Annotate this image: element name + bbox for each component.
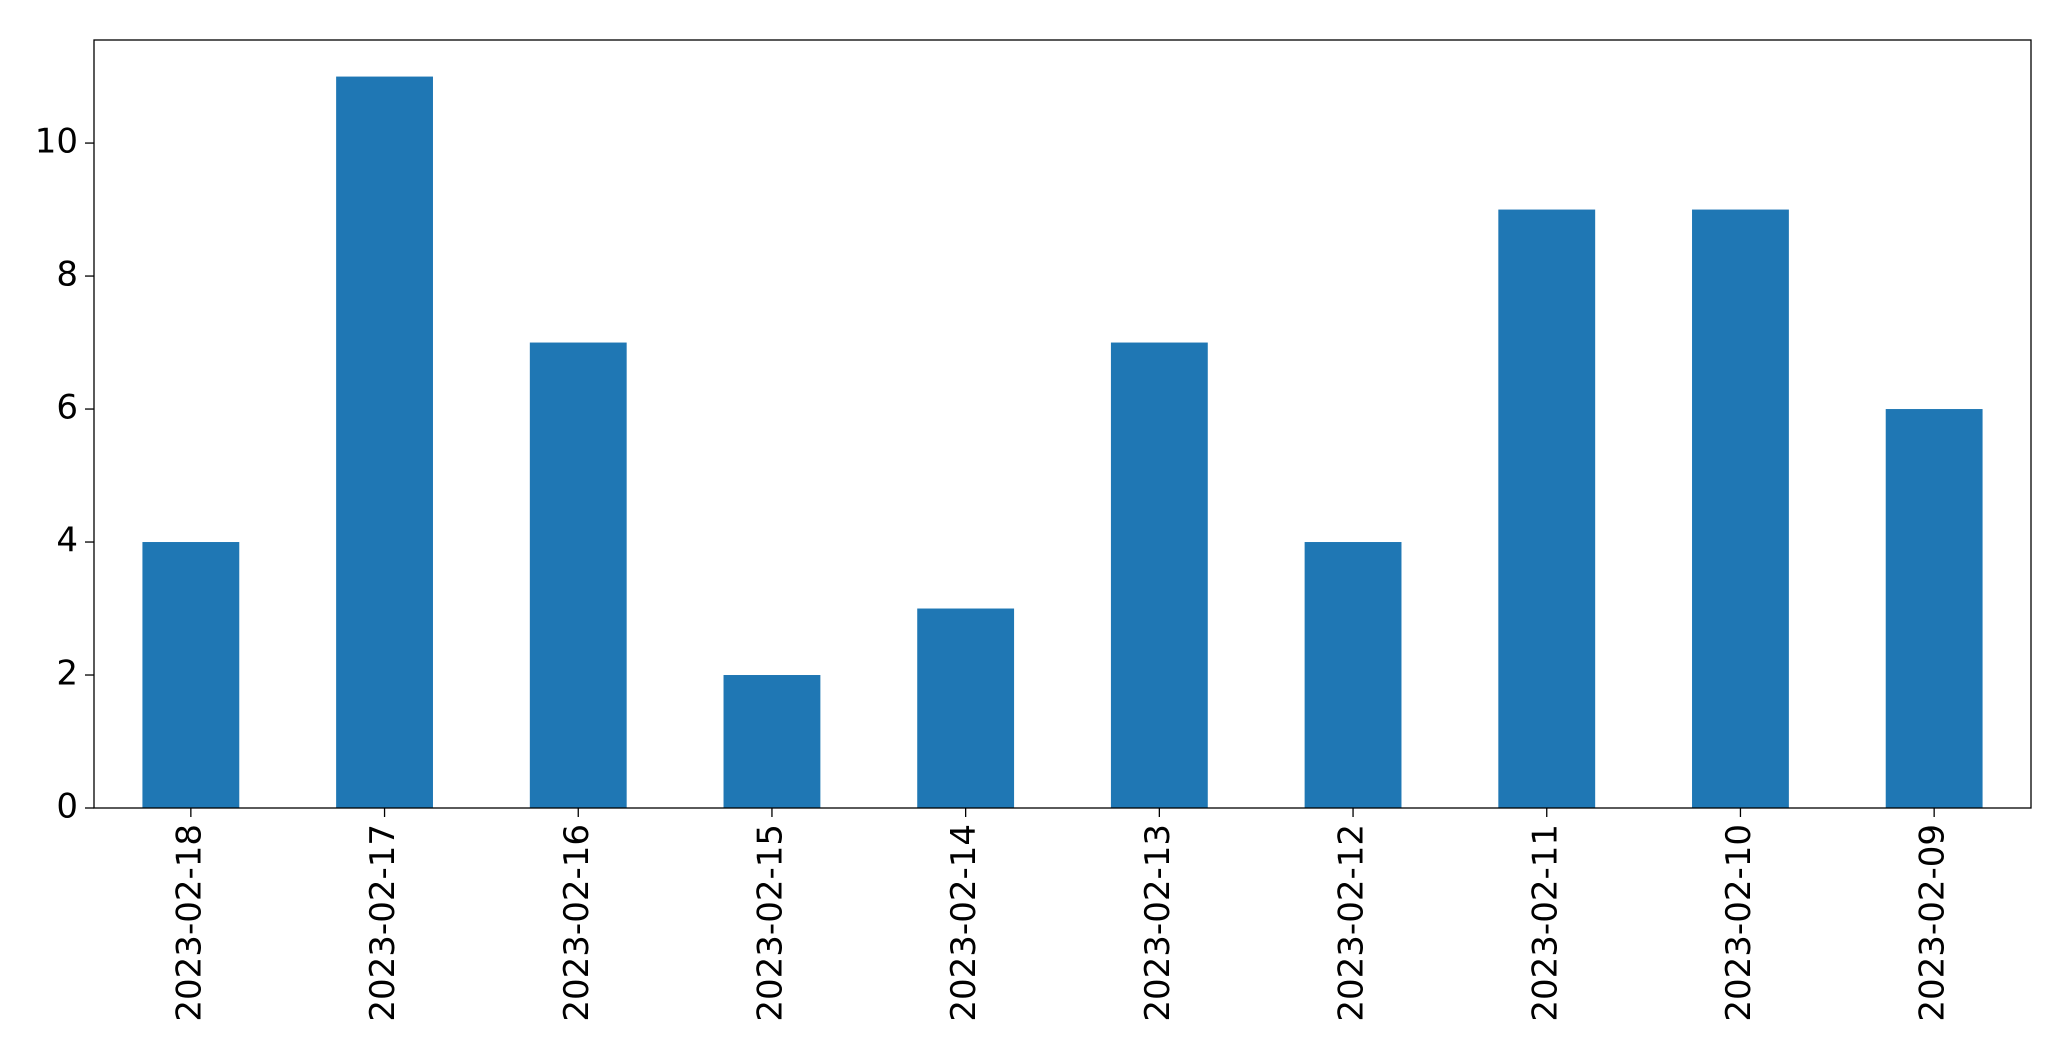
- x-tick-label: 2023-02-09: [1913, 824, 1953, 1022]
- y-tick-label: 10: [35, 122, 78, 162]
- bar: [917, 608, 1015, 808]
- bar: [336, 76, 433, 809]
- x-tick-label: 2023-02-18: [169, 824, 209, 1022]
- bar: [1692, 209, 1789, 808]
- y-tick-label: 6: [56, 388, 78, 428]
- y-tick-label: 0: [56, 787, 78, 827]
- plot-frame: [93, 39, 2032, 809]
- bar: [1498, 209, 1596, 808]
- x-tick-label: 2023-02-16: [557, 824, 597, 1022]
- x-tick-label: 2023-02-12: [1332, 824, 1372, 1022]
- x-tick-label: 2023-02-11: [1525, 824, 1565, 1022]
- bar: [723, 675, 821, 808]
- y-tick-label: 8: [56, 255, 78, 295]
- bar: [529, 342, 627, 808]
- y-tick-label: 4: [56, 521, 78, 561]
- bar: [1885, 409, 1983, 808]
- x-tick-label: 2023-02-14: [944, 824, 984, 1022]
- x-tick-label: 2023-02-10: [1719, 824, 1759, 1022]
- x-tick-label: 2023-02-15: [750, 824, 790, 1022]
- bar: [1304, 542, 1402, 808]
- bar: [142, 542, 240, 808]
- bar: [1110, 342, 1208, 808]
- x-tick-label: 2023-02-13: [1138, 824, 1178, 1022]
- x-tick-label: 2023-02-17: [363, 824, 403, 1022]
- y-tick-label: 2: [56, 654, 78, 694]
